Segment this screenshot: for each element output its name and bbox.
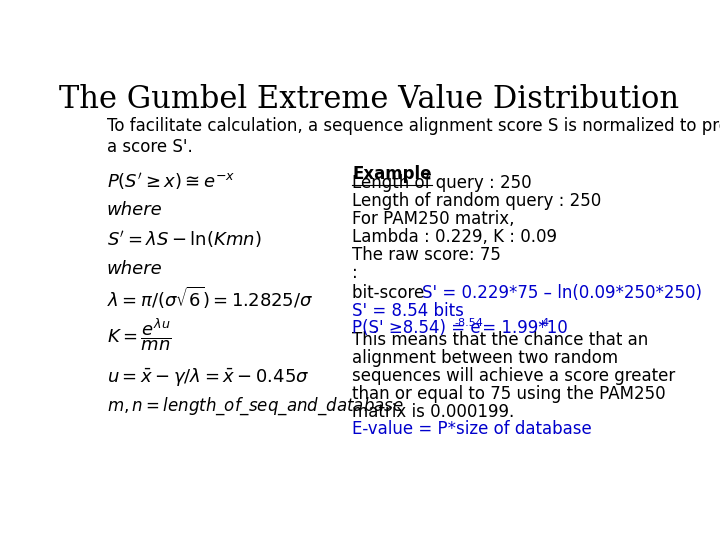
Text: where: where: [107, 260, 163, 278]
Text: :: :: [352, 264, 358, 282]
Text: $\lambda = \pi/(\sigma\sqrt{6}) = 1.2825/\sigma$: $\lambda = \pi/(\sigma\sqrt{6}) = 1.2825…: [107, 285, 313, 310]
Text: E-value = P*size of database: E-value = P*size of database: [352, 421, 592, 438]
Text: S' = 8.54 bits: S' = 8.54 bits: [352, 301, 464, 320]
Text: Lambda : 0.229, K : 0.09: Lambda : 0.229, K : 0.09: [352, 228, 557, 246]
Text: where: where: [107, 201, 163, 219]
Text: -4: -4: [538, 319, 549, 328]
Text: Example: Example: [352, 165, 432, 183]
Text: Length of query : 250: Length of query : 250: [352, 174, 532, 192]
Text: S' = 0.229*75 – ln(0.09*250*250): S' = 0.229*75 – ln(0.09*250*250): [422, 284, 702, 302]
Text: $u = \bar{x} - \gamma/\lambda = \bar{x} - 0.45\sigma$: $u = \bar{x} - \gamma/\lambda = \bar{x} …: [107, 366, 309, 388]
Text: alignment between two random: alignment between two random: [352, 349, 618, 367]
Text: The Gumbel Extreme Value Distribution: The Gumbel Extreme Value Distribution: [59, 84, 679, 114]
Text: The raw score: 75: The raw score: 75: [352, 246, 501, 264]
Text: $P(S'\geq x) \cong e^{-x}$: $P(S'\geq x) \cong e^{-x}$: [107, 171, 235, 192]
Text: -8.54: -8.54: [454, 319, 483, 328]
Text: matrix is 0.000199.: matrix is 0.000199.: [352, 403, 515, 421]
Text: $S' = \lambda S - \ln(Kmn)$: $S' = \lambda S - \ln(Kmn)$: [107, 229, 261, 250]
Text: $m, n = length\_of\_seq\_and\_database$: $m, n = length\_of\_seq\_and\_database$: [107, 395, 404, 416]
Text: sequences will achieve a score greater: sequences will achieve a score greater: [352, 367, 675, 385]
Text: = 1.99*10: = 1.99*10: [477, 320, 567, 338]
Text: Length of random query : 250: Length of random query : 250: [352, 192, 601, 210]
Text: than or equal to 75 using the PAM250: than or equal to 75 using the PAM250: [352, 384, 666, 403]
Text: P(S' ≥8.54) = e: P(S' ≥8.54) = e: [352, 320, 481, 338]
Text: To facilitate calculation, a sequence alignment score S is normalized to produce: To facilitate calculation, a sequence al…: [107, 117, 720, 156]
Text: This means that the chance that an: This means that the chance that an: [352, 331, 649, 349]
Text: $K = \dfrac{e^{\lambda u}}{mn}$: $K = \dfrac{e^{\lambda u}}{mn}$: [107, 316, 171, 354]
Text: For PAM250 matrix,: For PAM250 matrix,: [352, 210, 515, 228]
Text: bit-score: bit-score: [352, 284, 430, 302]
